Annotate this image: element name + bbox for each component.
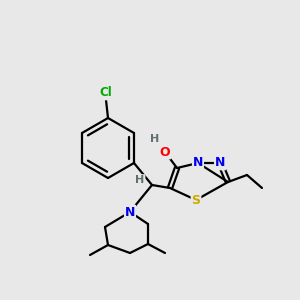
Text: N: N: [125, 206, 135, 218]
Text: Cl: Cl: [100, 86, 112, 100]
Text: N: N: [193, 157, 203, 169]
Text: O: O: [160, 146, 170, 158]
Text: H: H: [135, 175, 145, 185]
Text: N: N: [215, 157, 225, 169]
Text: S: S: [191, 194, 200, 206]
Text: H: H: [150, 134, 160, 144]
